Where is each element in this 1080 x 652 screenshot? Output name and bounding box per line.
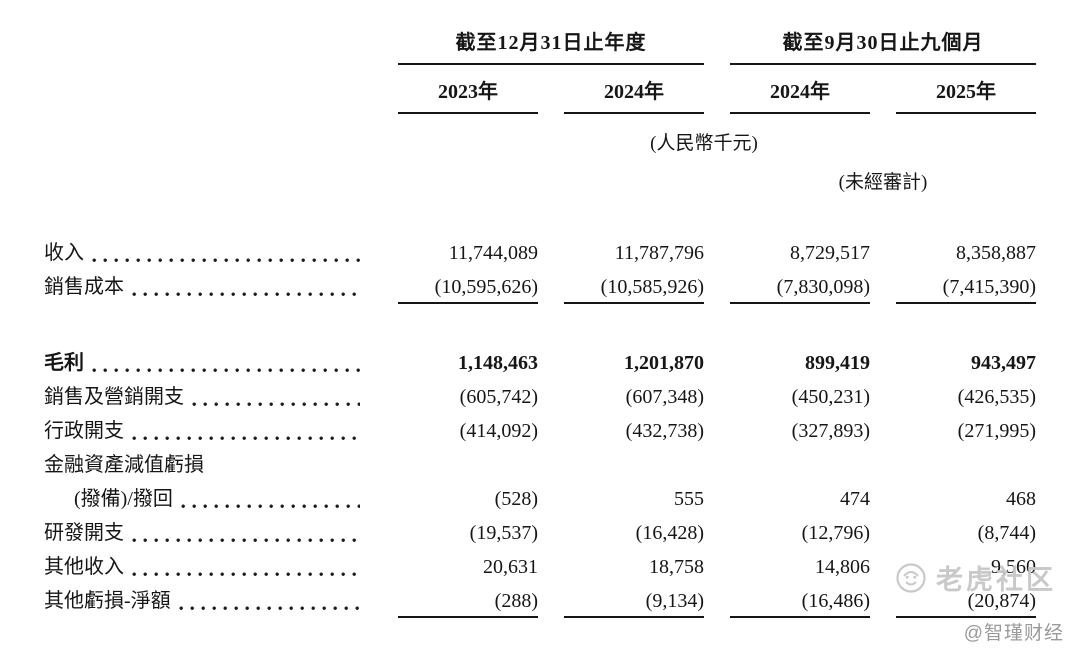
- row-value: (426,535): [957, 386, 1036, 408]
- table-row: 銷售及營銷開支 (605,742) (607,348) (450,231) (426,5…: [0, 380, 1080, 414]
- row-value: (10,595,626): [398, 270, 538, 304]
- row-value: (528): [494, 488, 538, 510]
- unit-note-row: (人民幣千元): [0, 114, 1080, 155]
- row-value: 9,560: [991, 556, 1036, 578]
- row-label-cell: 銷售及營銷開支: [44, 380, 372, 414]
- unaudited-note: (未經審計): [838, 172, 928, 193]
- column-group-annual-years: 2023年 2024年: [398, 75, 704, 114]
- row-value: 1,148,463: [458, 352, 538, 374]
- column-group-nine-month-years: 2024年 2025年: [730, 75, 1036, 114]
- row-label: 銷售成本: [44, 276, 124, 298]
- row-value: (271,995): [957, 420, 1036, 442]
- row-value: (450,231): [791, 386, 870, 408]
- row-value: (12,796): [801, 522, 870, 544]
- table-header: 截至12月31日止年度 2023年 2024年 截至9月30日止九個月 2024…: [0, 26, 1080, 114]
- row-label: 收入: [44, 242, 84, 264]
- audit-note-row: (未經審計): [0, 155, 1080, 194]
- table-row: 銷售成本 (10,595,626) (10,585,926) (7,830,098) (…: [0, 270, 1080, 304]
- row-value: 8,729,517: [790, 242, 870, 264]
- row-label-cell: 銷售成本: [44, 270, 372, 304]
- table-row: 其他收入 20,631 18,758 14,806 9,560: [0, 550, 1080, 584]
- watermark-community-text: 老虎社区: [936, 565, 1056, 595]
- row-value: 11,744,089: [448, 242, 538, 264]
- row-value: (607,348): [625, 386, 704, 408]
- row-value: 899,419: [805, 352, 870, 374]
- row-value: 8,358,887: [956, 242, 1036, 264]
- row-value: (10,585,926): [564, 270, 704, 304]
- row-value: 474: [840, 488, 870, 510]
- row-value: 14,806: [815, 556, 870, 578]
- watermark-community: 老虎社区: [895, 558, 1056, 597]
- row-value: (16,486): [730, 584, 870, 618]
- year-header-2025-nine-month: 2025年: [896, 75, 1036, 114]
- dot-leader: [132, 538, 360, 543]
- row-label: 其他虧損-淨額: [44, 590, 171, 612]
- row-value: 943,497: [971, 352, 1036, 374]
- row-value: (16,428): [635, 522, 704, 544]
- dot-leader: [92, 368, 360, 373]
- table-row: 行政開支 (414,092) (432,738) (327,893) (271,995): [0, 414, 1080, 448]
- row-value: 18,758: [649, 556, 704, 578]
- table-row: (撥備)/撥回 (528) 555 474 468: [0, 482, 1080, 516]
- dot-leader: [180, 504, 360, 509]
- row-value: (327,893): [791, 420, 870, 442]
- row-value: 20,631: [483, 556, 538, 578]
- tiger-logo-icon: [896, 562, 926, 593]
- row-value: (605,742): [459, 386, 538, 408]
- row-value: (7,830,098): [730, 270, 870, 304]
- column-group-annual: 截至12月31日止年度 2023年 2024年: [398, 26, 704, 114]
- dot-leader: [132, 436, 360, 441]
- row-label: 研發開支: [44, 522, 124, 544]
- row-label-cell: 毛利: [44, 346, 372, 380]
- row-value: 1,201,870: [624, 352, 704, 374]
- row-value: (20,874): [896, 584, 1036, 618]
- dot-leader: [132, 572, 360, 577]
- row-label: 其他收入: [44, 556, 124, 578]
- row-label-cell: 研發開支: [44, 516, 372, 550]
- row-value: (9,134): [564, 584, 704, 618]
- row-label-cell: 金融資產減值虧損: [44, 448, 1036, 482]
- row-label-cell: 其他收入: [44, 550, 372, 584]
- dot-leader: [92, 258, 360, 263]
- column-group-annual-title: 截至12月31日止年度: [398, 26, 704, 65]
- table-row: 金融資產減值虧損: [0, 448, 1080, 482]
- table-body: 收入 11,744,089 11,787,796 8,729,517 8,358,887…: [0, 236, 1080, 618]
- year-header-2024-nine-month: 2024年: [730, 75, 870, 114]
- column-group-nine-month: 截至9月30日止九個月 2024年 2025年: [730, 26, 1036, 114]
- row-value: (19,537): [469, 522, 538, 544]
- dot-leader: [192, 402, 360, 407]
- column-group-nine-month-title: 截至9月30日止九個月: [730, 26, 1036, 65]
- watermark-credit: @智瑾财经: [963, 623, 1064, 644]
- row-value: 468: [1006, 488, 1036, 510]
- row-value: 11,787,796: [614, 242, 704, 264]
- row-label: 銷售及營銷開支: [44, 386, 184, 408]
- row-value: (414,092): [459, 420, 538, 442]
- row-label-cell: 收入: [44, 236, 372, 270]
- row-label: 行政開支: [44, 420, 124, 442]
- year-header-2024: 2024年: [564, 75, 704, 114]
- row-label: 金融資產減值虧損: [44, 454, 204, 476]
- row-label: 毛利: [44, 352, 84, 374]
- dot-leader: [178, 606, 360, 611]
- row-label-cell: 行政開支: [44, 414, 372, 448]
- row-label-cell: 其他虧損-淨額: [44, 584, 372, 618]
- currency-unit-note: (人民幣千元): [650, 133, 758, 154]
- table-row: 其他虧損-淨額 (288) (9,134) (16,486) (20,874): [0, 584, 1080, 618]
- table-row: 毛利 1,148,463 1,201,870 899,419 943,497: [0, 346, 1080, 380]
- row-gap: [0, 304, 1080, 346]
- row-value: (8,744): [977, 522, 1036, 544]
- dot-leader: [132, 292, 360, 297]
- row-value: (432,738): [625, 420, 704, 442]
- row-label: (撥備)/撥回: [74, 488, 173, 510]
- row-value: (7,415,390): [896, 270, 1036, 304]
- header-label-spacer: [44, 26, 372, 114]
- table-row: 研發開支 (19,537) (16,428) (12,796) (8,744): [0, 516, 1080, 550]
- row-value: 555: [674, 488, 704, 510]
- table-row: 收入 11,744,089 11,787,796 8,729,517 8,358,887: [0, 236, 1080, 270]
- row-value: (288): [398, 584, 538, 618]
- year-header-2023: 2023年: [398, 75, 538, 114]
- row-label-cell: (撥備)/撥回: [44, 482, 372, 516]
